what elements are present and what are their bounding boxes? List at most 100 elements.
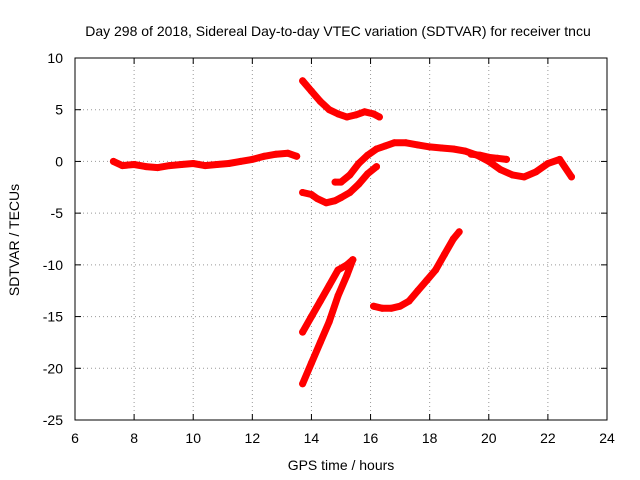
data-point — [331, 197, 339, 205]
series-arc-2 — [299, 77, 383, 121]
data-point — [396, 302, 404, 310]
data-point — [432, 266, 440, 274]
data-point — [455, 228, 463, 236]
y-tick-label: 5 — [55, 102, 63, 118]
data-point — [494, 154, 502, 162]
data-point — [485, 153, 493, 161]
data-point — [142, 163, 150, 171]
x-tick-label: 12 — [245, 430, 261, 446]
data-point — [352, 111, 360, 119]
data-point — [334, 292, 342, 300]
chart-title: Day 298 of 2018, Sidereal Day-to-day VTE… — [85, 23, 591, 39]
data-point — [405, 297, 413, 305]
x-tick-label: 24 — [599, 430, 615, 446]
data-point — [476, 151, 484, 159]
data-point — [213, 161, 221, 168]
y-tick-label: -5 — [51, 205, 64, 221]
data-point — [177, 161, 185, 168]
data-point — [556, 155, 564, 163]
data-point — [520, 173, 528, 181]
x-tick-label: 6 — [71, 430, 79, 446]
data-point — [166, 162, 174, 170]
data-point — [414, 141, 422, 149]
data-point — [467, 150, 475, 158]
data-point — [364, 151, 372, 159]
y-tick-label: 0 — [55, 153, 63, 169]
data-point — [293, 152, 301, 160]
x-tick-label: 14 — [304, 430, 320, 446]
data-point — [343, 271, 351, 279]
data-point — [343, 113, 351, 121]
data-point — [568, 173, 575, 181]
data-point — [364, 170, 372, 178]
data-point — [544, 160, 552, 167]
x-tick-label: 20 — [481, 430, 497, 446]
data-point — [532, 168, 540, 176]
x-tick-label: 10 — [185, 430, 201, 446]
x-tick-label: 16 — [363, 430, 379, 446]
data-point — [503, 155, 510, 163]
data-point — [346, 189, 354, 196]
y-tick-label: -15 — [43, 309, 63, 325]
data-point — [307, 313, 315, 321]
x-tick-label: 22 — [540, 430, 556, 446]
data-point — [373, 145, 380, 153]
data-point — [378, 304, 386, 312]
data-point — [426, 143, 434, 151]
data-point — [461, 147, 469, 155]
data-point — [334, 110, 342, 118]
data-point — [118, 162, 126, 170]
data-point — [331, 178, 339, 186]
y-tick-label: -10 — [43, 257, 63, 273]
data-point — [346, 171, 354, 179]
data-point — [355, 160, 363, 167]
grid — [75, 58, 607, 420]
series-arc-8 — [370, 228, 463, 312]
data-point — [307, 87, 315, 95]
data-point — [390, 139, 398, 147]
data-point — [248, 155, 256, 163]
data-point — [313, 195, 321, 203]
data-point — [307, 359, 315, 367]
data-point — [299, 77, 307, 85]
data-point — [449, 145, 457, 153]
y-tick-label: -20 — [43, 360, 63, 376]
data-point — [130, 161, 138, 168]
data-point — [299, 380, 307, 388]
data-point — [225, 160, 233, 167]
plot-frame — [74, 57, 608, 421]
data-point — [508, 171, 516, 179]
data-point — [109, 157, 117, 165]
x-tick-label: 8 — [130, 430, 138, 446]
data-point — [325, 282, 333, 289]
data-point — [322, 199, 330, 207]
data-point — [299, 189, 307, 196]
data-point — [375, 113, 383, 121]
data-point — [438, 144, 445, 152]
data-point — [272, 150, 280, 158]
data-point — [316, 297, 324, 305]
data-point — [370, 110, 377, 118]
data-point — [325, 106, 333, 114]
data-point — [237, 157, 244, 165]
data-point — [402, 139, 410, 147]
data-point — [387, 304, 395, 312]
data-point — [299, 328, 307, 336]
data-series — [109, 77, 575, 388]
data-point — [337, 178, 345, 186]
data-point — [440, 251, 448, 258]
data-point — [189, 160, 197, 167]
data-point — [284, 149, 292, 157]
data-point — [307, 191, 315, 198]
data-point — [201, 162, 209, 170]
data-point — [370, 302, 377, 310]
data-point — [154, 164, 162, 172]
x-axis-label: GPS time / hours — [288, 457, 395, 473]
data-point — [260, 152, 268, 160]
data-point — [381, 142, 389, 150]
data-point — [337, 194, 345, 202]
data-point — [349, 256, 357, 264]
y-axis-label: SDTVAR / TECUs — [6, 184, 22, 296]
data-point — [414, 287, 422, 295]
